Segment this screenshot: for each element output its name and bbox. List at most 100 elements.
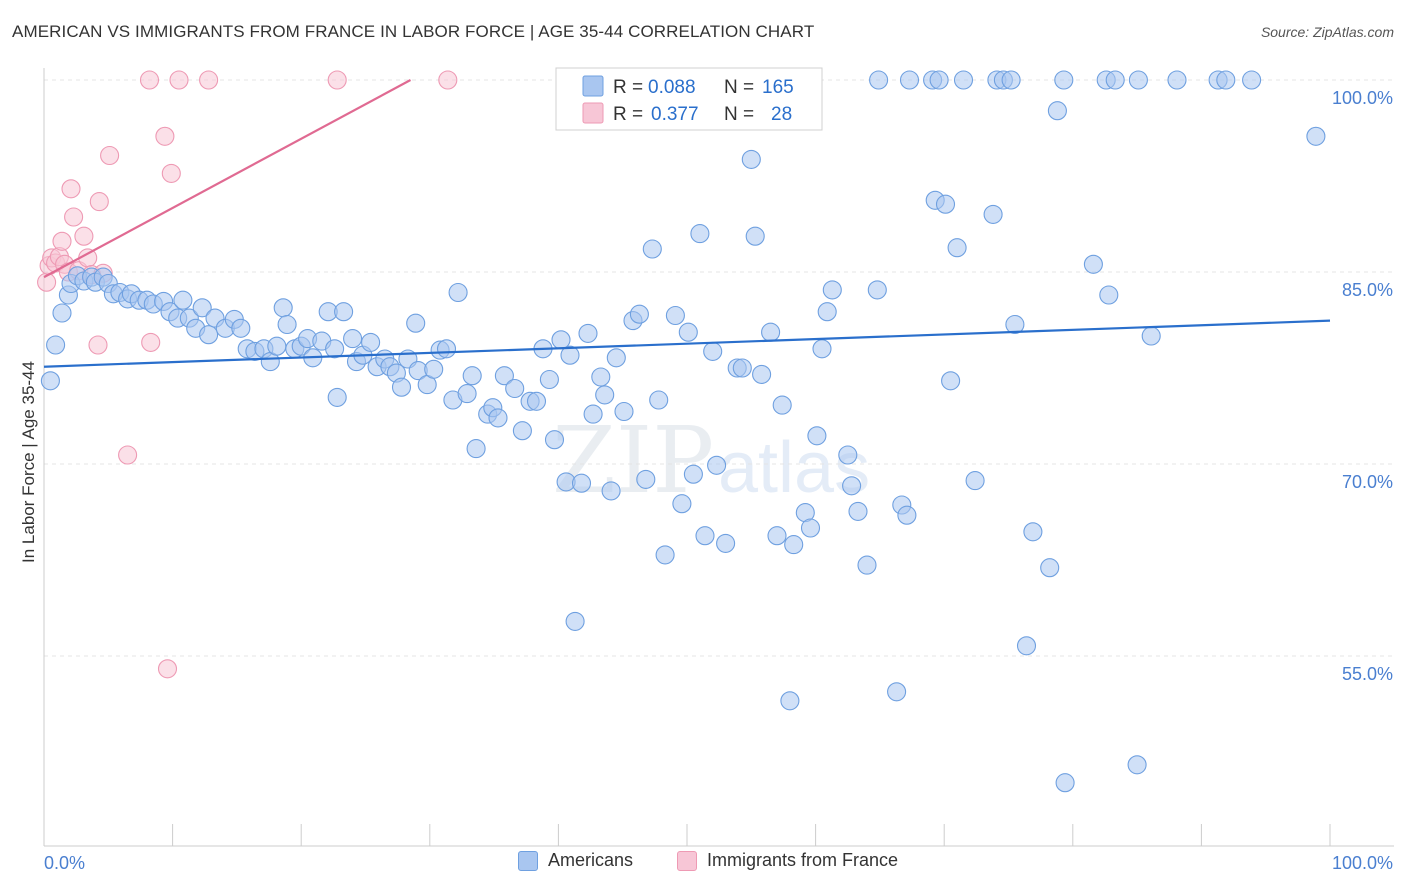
point-american [642, 239, 662, 259]
point-american [848, 501, 868, 521]
point-american [838, 445, 858, 465]
point-american [560, 345, 580, 365]
y-tick-labels: 100.0% 85.0% 70.0% 55.0% [1332, 88, 1393, 684]
gridlines [44, 79, 1394, 657]
point-american [1099, 285, 1119, 305]
point-american [941, 371, 961, 391]
point-american [683, 464, 703, 484]
point-american [867, 280, 887, 300]
point-france [161, 163, 181, 183]
point-american [1128, 70, 1148, 90]
point-american [767, 526, 787, 546]
point-france [64, 207, 84, 227]
point-american [466, 439, 486, 459]
point-france [169, 70, 189, 90]
y-tick-label: 55.0% [1342, 664, 1393, 684]
point-american [672, 494, 692, 514]
point-american [887, 682, 907, 702]
point-france [88, 335, 108, 355]
point-american [325, 339, 345, 359]
point-american [231, 318, 251, 338]
point-american [772, 395, 792, 415]
point-american [869, 70, 889, 90]
point-american [745, 226, 765, 246]
point-american [822, 280, 842, 300]
legend-label-americans: Americans [548, 850, 634, 870]
stats-r-label-americans: R = [613, 77, 643, 98]
point-american [488, 408, 508, 428]
point-american [591, 367, 611, 387]
point-american [752, 364, 772, 384]
point-american [46, 335, 66, 355]
point-american [695, 526, 715, 546]
point-france [52, 231, 72, 251]
point-american [1141, 326, 1161, 346]
stats-r-label-france: R = [613, 104, 643, 125]
chart-title: AMERICAN VS IMMIGRANTS FROM FRANCE IN LA… [12, 22, 815, 41]
point-american [678, 322, 698, 342]
stats-n-label-france: N = [724, 104, 754, 125]
point-american [192, 298, 212, 318]
point-american [897, 505, 917, 525]
point-american [812, 339, 832, 359]
point-american [1047, 101, 1067, 121]
point-american [512, 421, 532, 441]
point-france [74, 226, 94, 246]
point-american [649, 390, 669, 410]
point-american [199, 325, 219, 345]
point-american [1023, 522, 1043, 542]
point-american [1005, 314, 1025, 335]
point-france [141, 332, 161, 352]
legend-swatch-france [677, 850, 697, 871]
axes [43, 68, 1394, 847]
y-axis-label: In Labor Force | Age 35-44 [19, 361, 38, 563]
trend-lines [43, 79, 1331, 368]
point-france [61, 179, 81, 199]
point-france [100, 145, 120, 166]
point-american [1306, 126, 1326, 146]
point-american [601, 481, 621, 501]
point-american [857, 555, 877, 575]
point-american [899, 70, 920, 90]
point-american [842, 476, 862, 496]
point-american [343, 329, 363, 349]
point-american [1055, 773, 1075, 793]
point-american [761, 322, 781, 342]
point-france [157, 659, 178, 679]
point-american [947, 238, 967, 258]
point-american [741, 149, 761, 169]
x-tick-labels: 0.0% 100.0% [44, 853, 1393, 873]
point-american [965, 471, 985, 491]
legend-swatch-americans [518, 850, 538, 871]
point-american [40, 371, 60, 391]
point-american [1040, 558, 1060, 578]
watermark-atlas: atlas [718, 428, 870, 508]
legend-item-americans: Americans [518, 850, 633, 871]
point-france [155, 126, 175, 146]
legend-label-france: Immigrants from France [707, 850, 899, 870]
point-american [629, 304, 649, 324]
point-american [953, 70, 974, 90]
point-american [494, 366, 514, 386]
point-american [273, 298, 293, 318]
point-american [1083, 254, 1103, 274]
point-american [526, 391, 547, 411]
stats-n-value-france: 28 [771, 104, 792, 125]
point-american [1016, 636, 1037, 656]
stats-swatch-france [582, 102, 604, 124]
point-american [817, 302, 837, 322]
point-american [595, 385, 615, 405]
point-american [1054, 70, 1074, 90]
point-american [1105, 70, 1125, 90]
point-american [807, 426, 827, 446]
y-tick-label: 70.0% [1342, 472, 1393, 492]
point-france [438, 70, 458, 90]
point-american [935, 194, 956, 214]
source-credit: Source: ZipAtlas.com [1260, 24, 1394, 40]
trend-line-americans [43, 319, 1331, 368]
trend-line-france [43, 79, 412, 279]
point-american [1167, 70, 1187, 90]
point-american [544, 430, 565, 450]
point-american [406, 313, 426, 333]
